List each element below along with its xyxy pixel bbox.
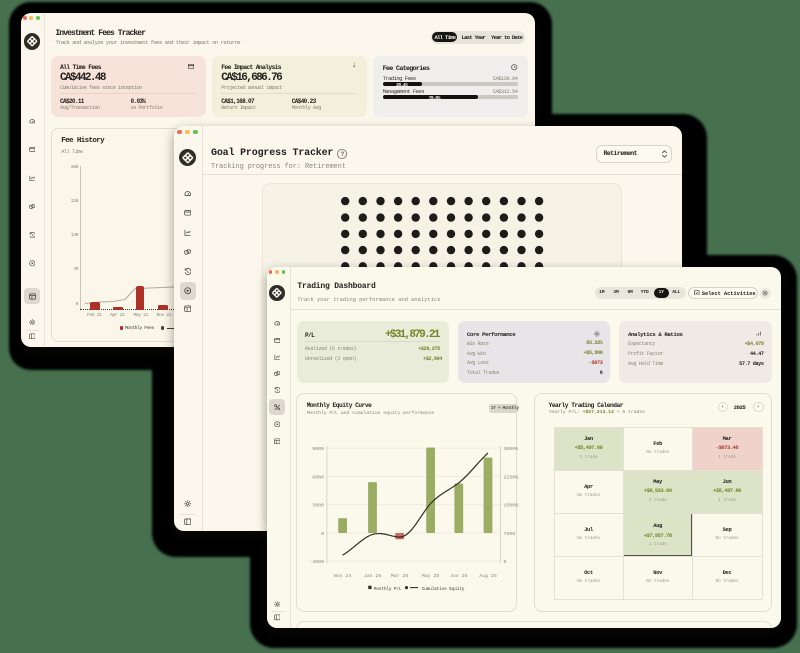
svg-text:Cumulative Equity: Cumulative Equity — [422, 587, 465, 592]
svg-text:Mar 25: Mar 25 — [391, 573, 409, 579]
svg-text:Nov 24: Nov 24 — [334, 573, 352, 579]
svg-text:0: 0 — [504, 559, 507, 565]
svg-text:30000: 30000 — [504, 446, 518, 452]
svg-text:22500: 22500 — [504, 474, 518, 480]
svg-text:-3000: -3000 — [310, 559, 325, 565]
svg-text:Monthly P/L: Monthly P/L — [374, 587, 402, 592]
svg-text:0: 0 — [321, 531, 324, 537]
svg-text:6000: 6000 — [313, 474, 325, 480]
svg-text:7500: 7500 — [504, 531, 516, 537]
svg-text:Jun 25: Jun 25 — [450, 573, 468, 579]
svg-text:Aug 25: Aug 25 — [480, 573, 498, 579]
svg-text:Jan 25: Jan 25 — [364, 573, 382, 579]
svg-text:15000: 15000 — [504, 502, 518, 508]
svg-text:May 25: May 25 — [422, 573, 440, 579]
svg-text:3000: 3000 — [313, 502, 325, 508]
svg-text:9000: 9000 — [313, 446, 325, 452]
